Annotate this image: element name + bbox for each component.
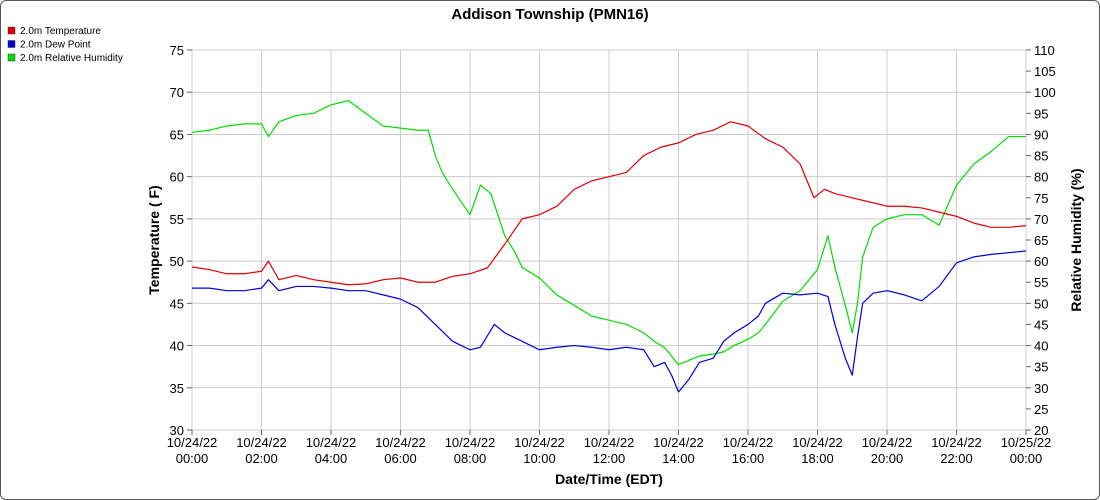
y2-tick-label: 45 [1034, 317, 1048, 332]
y-tick-label: 50 [170, 254, 184, 269]
x-tick-time: 12:00 [593, 451, 626, 466]
y-tick-label: 45 [170, 296, 184, 311]
y-axis-ticks: 30 35 40 45 50 55 60 65 70 75 [170, 43, 192, 438]
y2-tick-label: 20 [1034, 423, 1048, 438]
legend-swatch [7, 53, 16, 62]
y2-tick-label: 85 [1034, 149, 1048, 164]
x-tick-time: 08:00 [454, 451, 487, 466]
y-tick-label: 55 [170, 212, 184, 227]
x-tick-date: 10/24/22 [584, 435, 635, 450]
y2-tick-label: 110 [1034, 43, 1055, 58]
x-tick-date: 10/24/22 [236, 435, 287, 450]
y-tick-label: 70 [170, 85, 184, 100]
y2-axis-label: Relative Humidity (%) [1068, 168, 1084, 311]
y2-tick-label: 30 [1034, 381, 1048, 396]
y2-tick-label: 70 [1034, 212, 1048, 227]
legend-swatch [7, 40, 16, 48]
series-lines [191, 100, 1027, 393]
x-tick-time: 14:00 [662, 451, 695, 466]
y-tick-label: 40 [170, 339, 184, 354]
series-line-2-0m-dew-point [192, 250, 1027, 393]
y2-tick-label: 50 [1034, 296, 1048, 311]
x-tick-date: 10/24/22 [723, 435, 774, 450]
x-tick-time: 16:00 [732, 451, 765, 466]
x-tick-date: 10/24/22 [862, 435, 913, 450]
y-tick-label: 65 [170, 127, 184, 142]
series-line-2-0m-temperature [191, 121, 1027, 286]
x-tick-date: 10/24/22 [931, 435, 982, 450]
chart-title: Addison Township (PMN16) [451, 6, 648, 23]
y2-tick-label: 80 [1034, 170, 1048, 185]
x-tick-date: 10/24/22 [792, 435, 843, 450]
legend-swatch [7, 26, 16, 35]
legend: 2.0m Temperature 2.0m Dew Point 2.0m Relat… [7, 26, 123, 64]
y2-tick-label: 35 [1034, 360, 1048, 375]
x-tick-date: 10/24/22 [653, 435, 704, 450]
x-tick-time: 20:00 [871, 451, 904, 466]
y-tick-label: 75 [170, 43, 184, 58]
y2-tick-label: 95 [1034, 106, 1048, 121]
x-tick-date: 10/24/22 [445, 435, 496, 450]
x-tick-time: 00:00 [176, 451, 209, 466]
x-tick-time: 00:00 [1010, 451, 1043, 466]
x-tick-date: 10/24/22 [306, 435, 357, 450]
x-tick-time: 02:00 [245, 451, 278, 466]
y-tick-label: 60 [170, 170, 184, 185]
y2-tick-label: 60 [1034, 254, 1048, 269]
y2-tick-label: 100 [1034, 85, 1056, 100]
legend-label: 2.0m Relative Humidity [20, 53, 123, 64]
grid [191, 49, 1027, 431]
x-tick-time: 18:00 [801, 451, 834, 466]
x-tick-time: 04:00 [315, 451, 348, 466]
y-axis-label: Temperature ( F) [146, 185, 162, 294]
x-axis-ticks: 10/24/2200:0010/24/2202:0010/24/2204:001… [167, 430, 1052, 466]
series-line-2-0m-relative-humidity [191, 100, 1026, 366]
legend-label: 2.0m Temperature [20, 26, 101, 37]
y2-tick-label: 90 [1034, 127, 1048, 142]
y-tick-label: 35 [170, 381, 184, 396]
y2-tick-label: 105 [1034, 64, 1056, 79]
y2-tick-label: 25 [1034, 402, 1048, 417]
x-tick-time: 22:00 [940, 451, 973, 466]
x-tick-date: 10/24/22 [167, 435, 218, 450]
x-tick-time: 10:00 [523, 451, 556, 466]
x-axis-label: Date/Time (EDT) [555, 471, 663, 487]
x-tick-date: 10/24/22 [514, 435, 565, 450]
y2-tick-label: 75 [1034, 191, 1048, 206]
legend-label: 2.0m Dew Point [20, 40, 91, 51]
x-tick-date: 10/25/22 [1001, 435, 1052, 450]
x-tick-date: 10/24/22 [375, 435, 426, 450]
y-tick-label: 30 [170, 423, 184, 438]
y2-tick-label: 40 [1034, 339, 1048, 354]
x-tick-time: 06:00 [384, 451, 417, 466]
y2-tick-label: 65 [1034, 233, 1048, 248]
y2-axis-ticks: 20 25 30 35 40 45 50 55 60 65 70 75 80 85 90 95 100 105 11… [1026, 43, 1056, 438]
y2-tick-label: 55 [1034, 275, 1048, 290]
